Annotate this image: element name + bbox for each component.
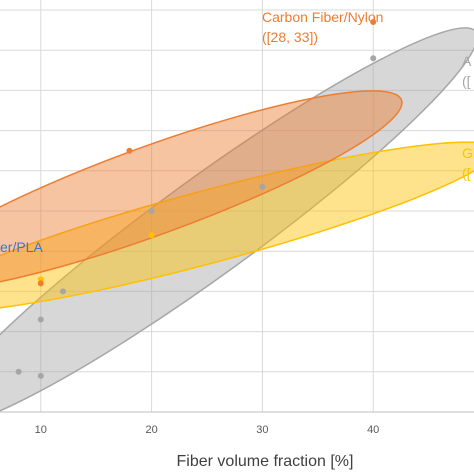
data-point [37, 316, 44, 323]
series-labels: Carbon Fiber/Nylon ([28, 33]) A ([ Gl ([ er/PL… [0, 9, 474, 255]
data-point [370, 19, 377, 26]
data-point [259, 183, 266, 190]
series-label: A [462, 53, 472, 69]
series-ellipse [0, 27, 474, 428]
x-tick-labels: 102030405 [35, 424, 380, 436]
data-point [148, 232, 155, 239]
x-tick-label: 20 [145, 424, 157, 436]
series-ellipse [0, 141, 474, 313]
data-points [15, 19, 377, 379]
data-point [59, 288, 66, 295]
series-label: Gl [462, 145, 474, 161]
series-label: Carbon Fiber/Nylon [262, 9, 383, 25]
x-tick-label: 30 [256, 424, 268, 436]
x-tick-label: 10 [35, 424, 47, 436]
series-label: ([ [462, 165, 471, 181]
x-tick-label: 40 [367, 424, 379, 436]
data-point [37, 372, 44, 379]
series-ellipse [0, 90, 403, 292]
series-label: ([28, 33]) [262, 29, 318, 45]
data-point [148, 208, 155, 214]
data-point [126, 147, 133, 154]
series-label: er/PLA [0, 239, 43, 255]
series-ellipses [0, 27, 474, 428]
series-label: ([ [462, 73, 471, 89]
data-point [370, 55, 377, 62]
data-point [37, 280, 44, 287]
x-axis-title: Fiber volume fraction [%] [177, 453, 354, 470]
data-point [15, 368, 22, 375]
